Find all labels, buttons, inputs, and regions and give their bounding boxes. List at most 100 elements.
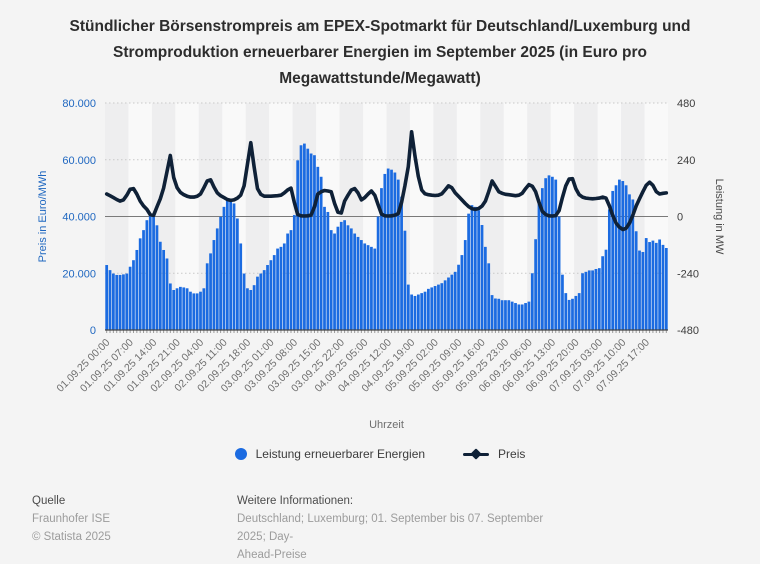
renewables-bar [561, 274, 564, 330]
renewables-bar [644, 238, 648, 330]
renewables-bar [591, 270, 594, 330]
renewables-bar [195, 293, 199, 330]
renewables-bar [437, 284, 440, 330]
renewables-bar [423, 291, 427, 330]
renewables-bar [175, 288, 179, 330]
renewables-bar [249, 289, 253, 330]
renewables-bar [105, 265, 109, 330]
renewables-bar [289, 230, 293, 330]
renewables-bar [641, 251, 645, 330]
renewables-bar [152, 216, 155, 330]
renewables-bar [413, 295, 417, 330]
renewables-bar [333, 233, 336, 330]
renewables-bar [390, 169, 393, 330]
renewables-bar [366, 245, 370, 330]
renewables-bar [246, 288, 249, 330]
left-axis-title: Preis in Euro/MWh [37, 171, 49, 263]
renewables-bar [658, 239, 661, 330]
renewables-bar [162, 249, 166, 330]
renewables-bar [483, 246, 487, 330]
renewables-bar [551, 176, 554, 330]
renewables-bar [336, 226, 340, 330]
renewables-bar [168, 283, 172, 330]
renewables-bar [557, 216, 561, 330]
renewables-bar [212, 240, 216, 330]
right-axis-tick-label: 480 [677, 98, 695, 110]
info-block: Weitere Informationen: Deutschland; Luxe… [237, 492, 567, 564]
renewables-bar [514, 303, 517, 330]
renewables-bar [611, 190, 615, 330]
renewables-bar [601, 256, 605, 330]
legend-item-leistung: Leistung erneuerbarer Energien [234, 447, 426, 461]
renewables-bar [165, 258, 169, 330]
right-axis-tick-label: -480 [677, 325, 699, 337]
left-axis-tick-label: 20.000 [62, 268, 96, 280]
legend-label-leistung: Leistung erneuerbarer Energien [255, 447, 426, 461]
renewables-bar [473, 206, 477, 330]
chart-title-line-2: Stromproduktion erneuerbarer Energien im… [112, 44, 647, 61]
renewables-bar [346, 225, 350, 330]
renewables-bar [634, 231, 638, 330]
renewables-bar [349, 228, 353, 330]
renewables-bar [416, 294, 420, 330]
renewables-bar [607, 209, 611, 330]
renewables-bar [430, 287, 434, 330]
renewables-bar [393, 172, 397, 330]
left-axis-tick-label: 0 [90, 325, 96, 337]
renewables-bar [286, 233, 290, 330]
renewables-bar [420, 293, 424, 330]
renewables-bar [537, 199, 541, 330]
info-text-line-2: Ahead-Preise [237, 549, 307, 561]
renewables-bar [477, 210, 481, 330]
renewables-bar [406, 284, 410, 330]
renewables-bar [179, 286, 182, 330]
renewables-bar [497, 298, 501, 330]
renewables-bar [309, 153, 313, 330]
renewables-bar [507, 300, 511, 330]
renewables-bar [621, 181, 625, 330]
renewables-bar [487, 263, 491, 330]
renewables-bar [276, 248, 279, 330]
renewables-bar [577, 293, 581, 330]
chart-title-line-3: Megawattstunde/Megawatt) [279, 70, 481, 87]
renewables-bar [510, 301, 514, 330]
legend-item-preis: Preis [463, 447, 525, 461]
renewables-bar [155, 225, 159, 330]
renewables-bar [306, 148, 310, 330]
renewables-bar [303, 143, 306, 330]
renewables-bar [594, 268, 598, 330]
renewables-bar [326, 211, 330, 330]
renewables-bar [115, 274, 119, 330]
renewables-bar [376, 216, 380, 330]
renewables-bar [544, 178, 548, 330]
renewables-bar [232, 203, 236, 330]
renewables-bar [199, 291, 202, 330]
renewables-bar [272, 255, 276, 330]
statista-copyright: © Statista 2025 [32, 531, 111, 543]
chart-svg: 0 20.000 40.000 60.000 80.000 -480 -240 0 240 480… [37, 98, 725, 395]
renewables-bar [450, 274, 454, 330]
renewables-bar [604, 249, 608, 330]
legend-dot-icon [234, 448, 247, 460]
source-heading: Quelle [32, 495, 66, 507]
renewables-bar [517, 304, 521, 330]
renewables-bar [453, 271, 457, 330]
renewables-bar [125, 273, 129, 330]
renewables-bar [279, 246, 283, 330]
renewables-bar [410, 294, 414, 330]
renewables-bar [664, 247, 668, 330]
renewables-bar [443, 280, 447, 330]
left-axis-tick-label: 80.000 [62, 98, 96, 110]
renewables-bar [339, 221, 343, 330]
price-line [104, 130, 669, 232]
info-heading: Weitere Informationen: [237, 495, 354, 507]
renewables-bar [386, 168, 390, 330]
x-axis-title: Uhrzeit [369, 419, 404, 431]
renewables-bar [282, 243, 286, 330]
renewables-bar [363, 243, 367, 330]
renewables-bar [292, 215, 296, 330]
renewables-bar [654, 242, 658, 330]
renewables-bar [373, 248, 377, 330]
renewables-bar [584, 271, 588, 330]
